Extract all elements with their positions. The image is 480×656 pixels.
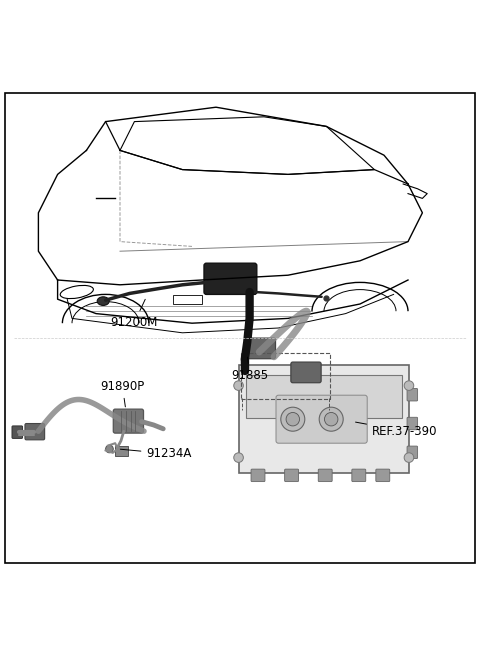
Circle shape	[234, 453, 243, 462]
FancyBboxPatch shape	[407, 446, 418, 459]
FancyBboxPatch shape	[245, 338, 276, 359]
FancyBboxPatch shape	[246, 375, 402, 418]
FancyBboxPatch shape	[291, 362, 321, 382]
Circle shape	[404, 453, 414, 462]
FancyBboxPatch shape	[113, 409, 144, 433]
Text: 91200M: 91200M	[111, 299, 158, 329]
FancyBboxPatch shape	[25, 424, 45, 440]
FancyBboxPatch shape	[239, 365, 409, 473]
FancyBboxPatch shape	[115, 446, 128, 456]
Circle shape	[286, 413, 300, 426]
Circle shape	[106, 445, 113, 453]
Text: 91885: 91885	[231, 357, 268, 382]
Ellipse shape	[97, 297, 109, 306]
Text: 91890P: 91890P	[100, 380, 144, 407]
FancyBboxPatch shape	[352, 469, 366, 482]
Bar	[173, 295, 202, 304]
FancyBboxPatch shape	[407, 388, 418, 401]
Text: REF.37-390: REF.37-390	[356, 422, 437, 438]
FancyBboxPatch shape	[12, 426, 23, 438]
Circle shape	[281, 407, 305, 431]
Circle shape	[234, 380, 243, 390]
Circle shape	[404, 380, 414, 390]
FancyBboxPatch shape	[285, 469, 299, 482]
FancyBboxPatch shape	[318, 469, 332, 482]
Circle shape	[319, 407, 343, 431]
FancyBboxPatch shape	[407, 417, 418, 430]
FancyBboxPatch shape	[276, 395, 367, 443]
FancyBboxPatch shape	[251, 469, 265, 482]
FancyBboxPatch shape	[376, 469, 390, 482]
Circle shape	[324, 413, 338, 426]
FancyBboxPatch shape	[204, 263, 257, 295]
Text: 91234A: 91234A	[120, 447, 192, 461]
